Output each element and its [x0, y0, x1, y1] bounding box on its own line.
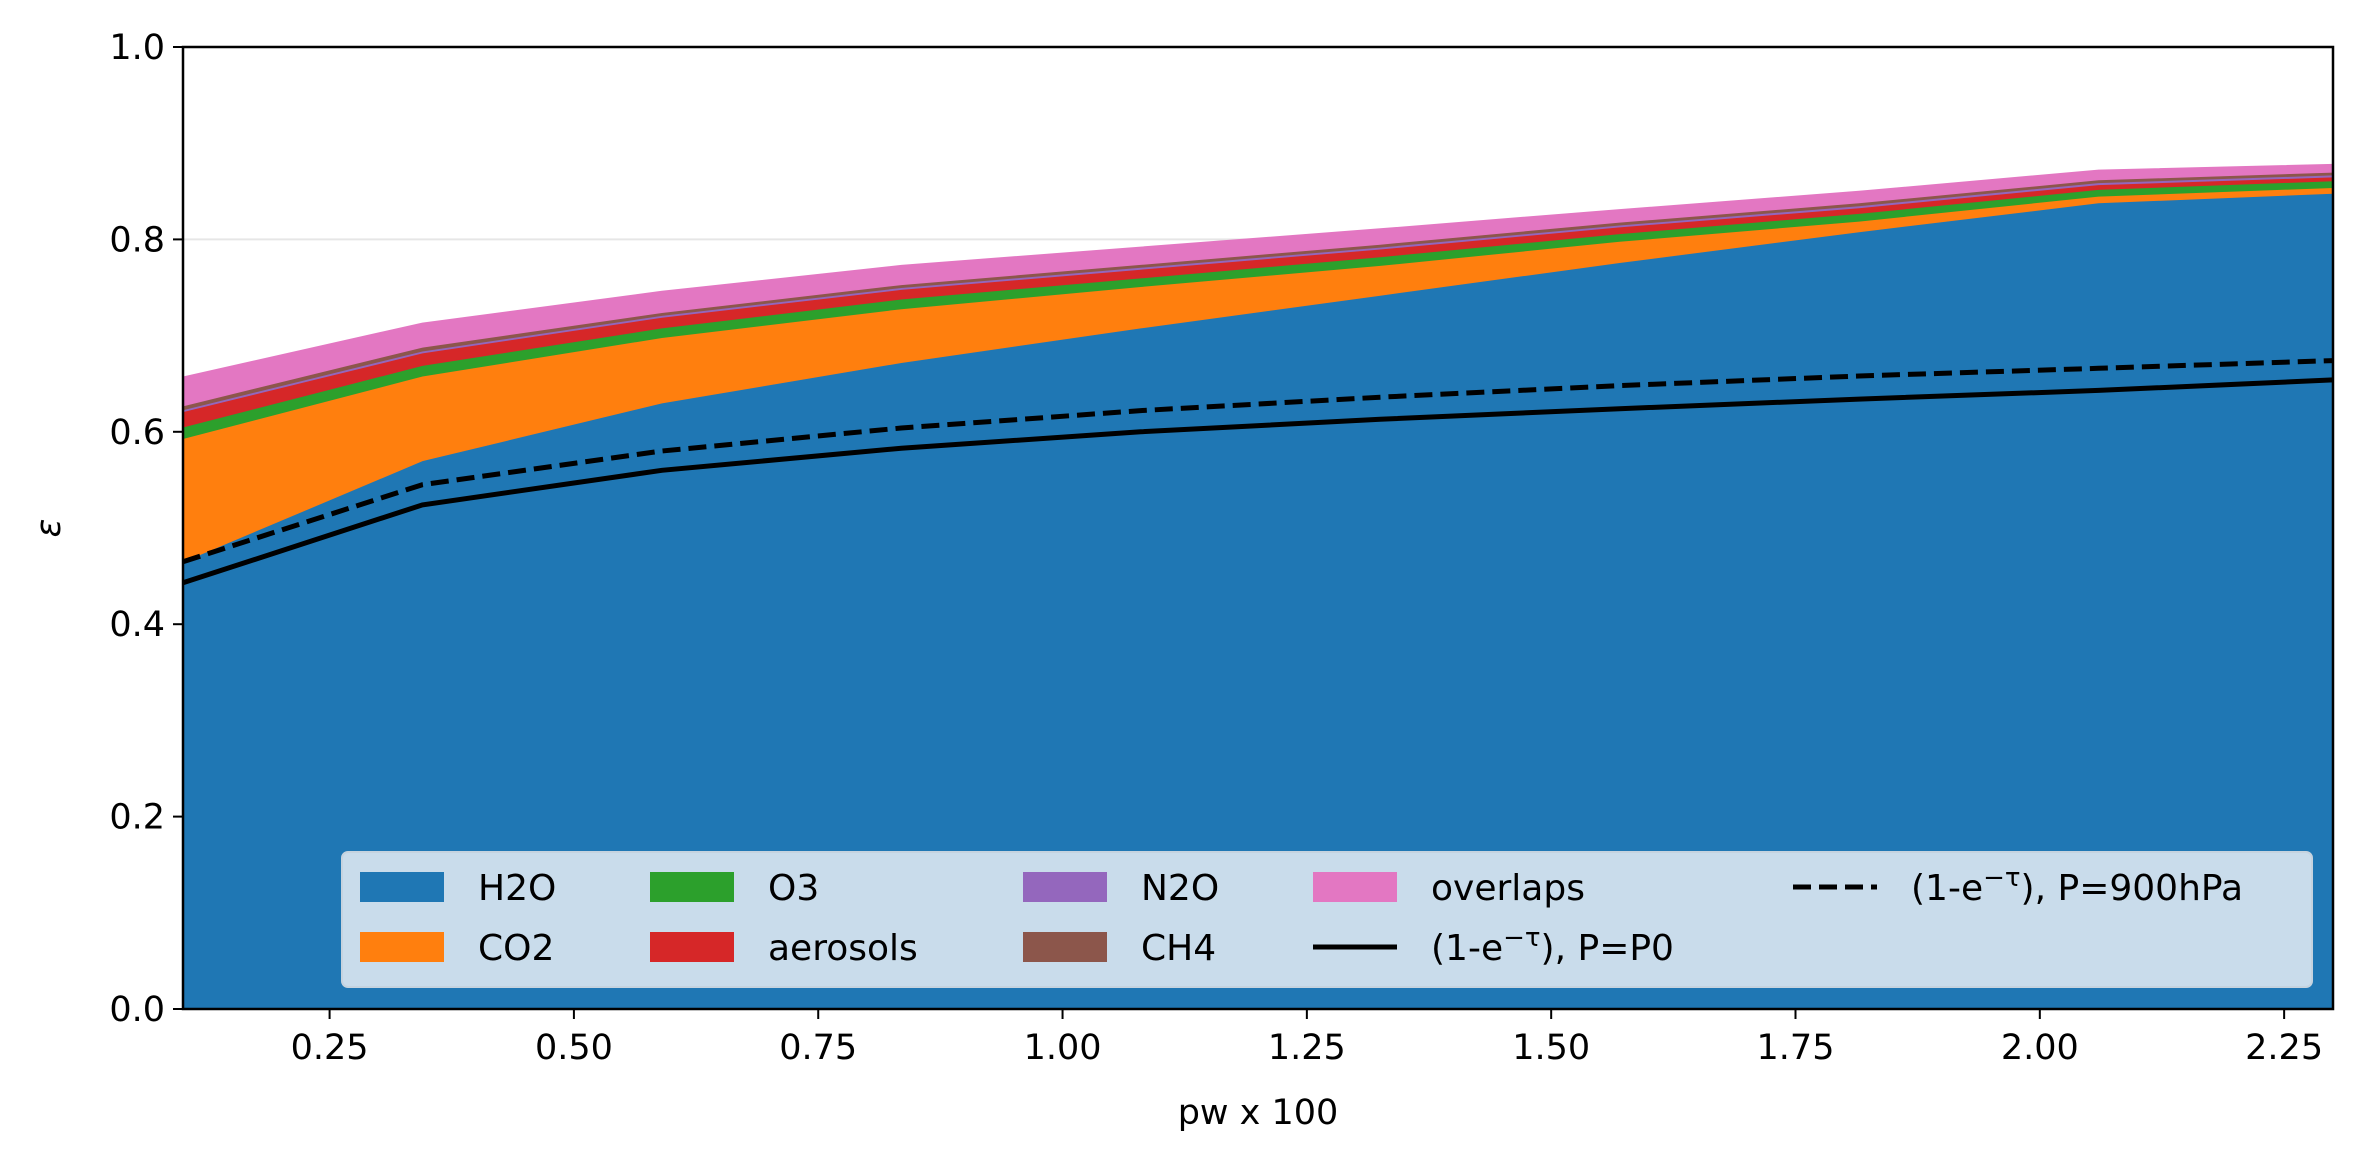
legend-item: (1-e−τ), P=P0 [1313, 923, 1674, 969]
x-axis-label: pw x 100 [1178, 1093, 1339, 1133]
x-tick-label: 1.00 [1024, 1028, 1102, 1068]
x-tick-label: 1.75 [1757, 1028, 1835, 1068]
legend-item: (1-e−τ), P=900hPa [1793, 863, 2243, 909]
line-p-900hpa [183, 358, 2333, 565]
legend-label: aerosols [768, 928, 918, 969]
legend-swatch [1023, 932, 1107, 962]
legend-swatch [1313, 872, 1397, 902]
legend-item: N2O [1023, 868, 1219, 909]
legend-label: (1-e−τ), P=900hPa [1911, 863, 2243, 909]
legend-label: CH4 [1141, 928, 1216, 969]
x-tick-label: 0.25 [291, 1028, 369, 1068]
y-axis: 0.0 0.2 0.4 0.6 0.8 1.0 [109, 28, 183, 1030]
legend-item: CH4 [1023, 928, 1216, 969]
legend-item: H2O [360, 868, 556, 909]
y-tick-label: 0.4 [109, 605, 165, 645]
legend-swatch [650, 932, 734, 962]
x-axis: 0.25 0.50 0.75 1.00 1.25 1.50 1.75 2.00 2.25 [291, 1009, 2323, 1068]
legend-item: overlaps [1313, 868, 1585, 909]
legend-label: CO2 [478, 928, 554, 969]
line-layer [183, 358, 2333, 586]
legend-label: overlaps [1431, 868, 1585, 909]
line-p-p0 [183, 377, 2333, 586]
legend-item: CO2 [360, 928, 554, 969]
area-overlaps [183, 163, 2333, 407]
x-tick-label: 0.50 [535, 1028, 613, 1068]
y-tick-label: 0.8 [109, 220, 165, 260]
legend: H2O CO2 O3 aerosols N2O CH4 overlaps (1-e−τ), P… [341, 851, 2313, 988]
legend-label: O3 [768, 868, 819, 909]
x-tick-label: 1.25 [1268, 1028, 1346, 1068]
x-tick-label: 1.50 [1512, 1028, 1590, 1068]
plot-frame [181, 45, 2335, 1011]
legend-label: (1-e−τ), P=P0 [1431, 923, 1674, 969]
legend-item: O3 [650, 868, 819, 909]
y-tick-label: 0.6 [109, 413, 165, 453]
legend-swatch [360, 932, 444, 962]
legend-label: N2O [1141, 868, 1219, 909]
legend-label: H2O [478, 868, 556, 909]
x-tick-label: 0.75 [779, 1028, 857, 1068]
area-layer [183, 163, 2333, 1009]
legend-item: aerosols [650, 928, 918, 969]
legend-swatch [650, 872, 734, 902]
legend-swatch [360, 872, 444, 902]
x-tick-label: 2.25 [2245, 1028, 2323, 1068]
y-tick-label: 0.2 [109, 798, 165, 838]
x-tick-label: 2.00 [2001, 1028, 2079, 1068]
y-axis-label: ε [29, 519, 69, 538]
y-tick-label: 1.0 [109, 28, 165, 68]
legend-swatch [1023, 872, 1107, 902]
y-tick-label: 0.0 [109, 990, 165, 1030]
